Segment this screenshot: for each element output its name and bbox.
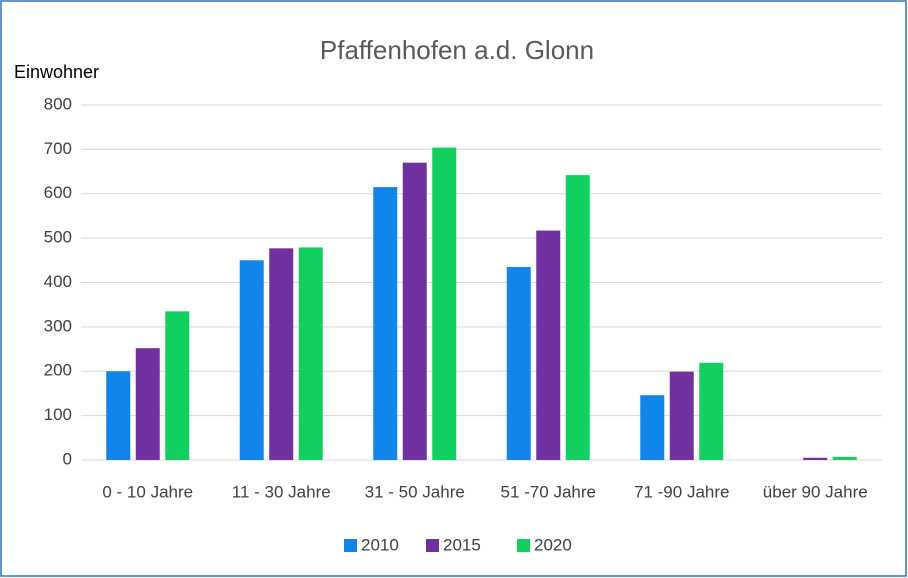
bar	[373, 187, 398, 460]
legend-label: 2010	[361, 535, 399, 554]
bar	[432, 147, 457, 460]
bar	[402, 162, 427, 460]
y-tick-label: 0	[63, 449, 72, 468]
bar	[106, 371, 131, 460]
bar	[298, 247, 323, 460]
x-tick-label: 51 -70 Jahre	[501, 482, 596, 501]
y-tick-label: 600	[44, 183, 72, 202]
x-tick-label: 71 -90 Jahre	[634, 482, 729, 501]
bar	[640, 395, 665, 460]
bar	[832, 456, 857, 460]
legend-label: 2015	[443, 535, 481, 554]
x-tick-label: über 90 Jahre	[763, 482, 868, 501]
x-tick-label: 11 - 30 Jahre	[232, 482, 331, 501]
bar	[536, 230, 561, 460]
bar	[135, 348, 160, 460]
y-tick-label: 200	[44, 361, 72, 380]
bar	[239, 260, 264, 460]
y-axis-label: Einwohner	[14, 62, 99, 82]
bar	[269, 248, 294, 460]
legend-swatch	[517, 539, 530, 552]
legend-label: 2020	[534, 535, 572, 554]
x-tick-label: 31 - 50 Jahre	[365, 482, 465, 501]
x-tick-label: 0 - 10 Jahre	[102, 482, 193, 501]
legend-swatch	[426, 539, 439, 552]
y-tick-label: 400	[44, 272, 72, 291]
bar	[165, 311, 190, 460]
y-tick-label: 500	[44, 228, 72, 247]
y-tick-label: 800	[44, 94, 72, 113]
bar	[803, 457, 828, 460]
y-tick-label: 700	[44, 139, 72, 158]
bar	[669, 371, 694, 460]
y-tick-label: 300	[44, 316, 72, 335]
y-tick-label: 100	[44, 405, 72, 424]
bar	[565, 175, 590, 461]
bar	[699, 362, 724, 460]
legend-swatch	[344, 539, 357, 552]
chart-title: Pfaffenhofen a.d. Glonn	[320, 35, 594, 65]
bar	[506, 266, 531, 460]
